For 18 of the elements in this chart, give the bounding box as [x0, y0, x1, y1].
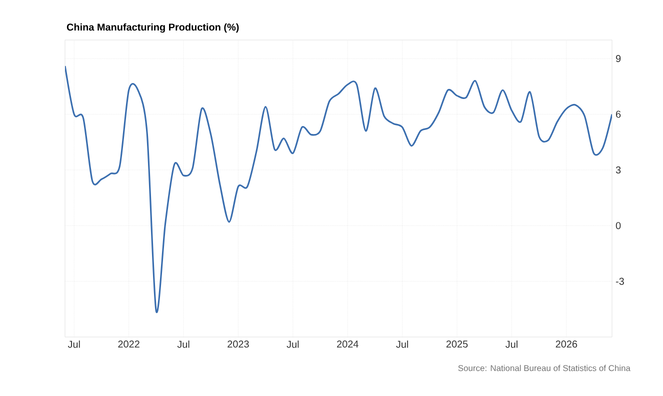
x-tick-label: Jul: [177, 340, 190, 348]
source-note: Source: National Bureau of Statistics of China: [458, 364, 630, 372]
y-tick-label: -3: [616, 278, 624, 285]
x-tick-label: 2026: [556, 340, 578, 348]
y-tick-label: 3: [616, 166, 621, 174]
y-tick-label: 6: [616, 110, 621, 118]
line-series: [65, 65, 612, 312]
x-tick-label: 2025: [446, 340, 468, 348]
x-tick-label: 2024: [337, 340, 358, 348]
x-tick-label: Jul: [286, 340, 299, 348]
x-tick-label: 2023: [228, 340, 249, 348]
x-tick-label: Jul: [396, 340, 408, 348]
x-tick-label: Jul: [506, 340, 518, 348]
chart-title: China Manufacturing Production (%): [66, 23, 239, 33]
x-tick-label: 2022: [118, 340, 140, 348]
x-tick-label: Jul: [68, 340, 80, 348]
y-tick-label: 9: [616, 55, 621, 62]
y-tick-label: 0: [616, 222, 621, 230]
